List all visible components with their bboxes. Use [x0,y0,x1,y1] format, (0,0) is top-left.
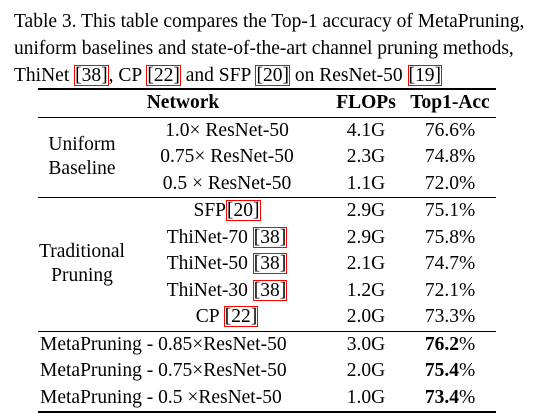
header-row: Network FLOPs Top1-Acc [38,88,496,118]
acc-cell: 73.3% [424,306,476,327]
table-caption: Table 3. This table compares the Top-1 a… [14,8,534,89]
network-cell: ThiNet-30 [38] [166,279,288,301]
flops-cell: 2.0G [346,360,386,381]
table-row: ThiNet-70 [38] 2.9G 75.8% [38,225,496,252]
results-table: Network FLOPs Top1-Acc Uniform Baseline … [38,88,496,413]
citation-link-22[interactable]: [22] [146,65,181,86]
flops-cell: 1.2G [346,279,386,301]
citation-link-22[interactable]: [22] [223,306,259,327]
acc-cell: 75.4% [424,360,476,381]
network-cell: MetaPruning - 0.85×ResNet-50 [38,330,328,358]
table-row: 0.75× ResNet-50 2.3G 74.8% [38,144,496,171]
citation-link-20[interactable]: [20] [255,65,290,86]
flops-cell: 2.9G [328,197,404,225]
flops-cell: 2.0G [346,306,386,327]
caption-text: and SFP [180,65,256,86]
caption-text: Table 3. This table compares the Top-1 a… [14,11,525,86]
network-cell: ThiNet-50 [38] [166,253,288,274]
table-row: ThiNet-30 [38] 1.2G 72.1% [38,278,496,305]
acc-cell: 76.2% [404,330,496,358]
network-cell: 0.75× ResNet-50 [160,146,294,167]
flops-cell: 3.0G [328,330,404,358]
table-row: MetaPruning - 0.85×ResNet-50 3.0G 76.2% [38,330,496,358]
acc-cell: 75.8% [424,226,476,248]
flops-cell: 1.0G [328,384,404,413]
citation-link-38[interactable]: [38] [252,253,288,274]
network-cell: 0.5 × ResNet-50 [162,172,292,194]
flops-cell: 4.1G [328,116,404,144]
network-cell: 1.0× ResNet-50 [126,116,328,144]
header-top1-acc: Top1-Acc [404,88,496,118]
network-cell: CP [22] [195,306,259,327]
flops-cell: 2.1G [346,253,386,274]
citation-link-19[interactable]: [19] [407,65,442,86]
header-network: Network [38,88,328,118]
acc-cell: 74.8% [424,146,476,167]
group-label-uniform-baseline: Uniform Baseline [38,116,126,198]
flops-cell: 2.3G [346,146,386,167]
acc-cell: 74.7% [424,253,476,274]
acc-cell: 76.6% [404,116,496,144]
acc-cell: 75.1% [404,197,496,225]
citation-link-38[interactable]: [38] [74,65,109,86]
network-cell: ThiNet-70 [38] [166,226,288,248]
group-label-traditional-pruning: Traditional Pruning [38,197,126,331]
flops-cell: 1.1G [346,172,386,194]
table-row: Traditional Pruning SFP[20] 2.9G 75.1% [38,197,496,331]
caption-text: , CP [108,65,147,86]
flops-cell: 2.9G [346,226,386,248]
table-row: MetaPruning - 0.75×ResNet-50 2.0G 75.4% [38,358,496,385]
acc-cell: 73.4% [404,384,496,413]
acc-cell: 72.1% [424,279,476,301]
table-row: Uniform Baseline 1.0× ResNet-50 4.1G 76.… [38,116,496,198]
network-cell: MetaPruning - 0.5 ×ResNet-50 [38,384,328,413]
network-cell: SFP[20] [126,197,328,225]
caption-text: on ResNet-50 [289,65,408,86]
acc-cell: 72.0% [424,172,476,194]
table-row: CP [22] 2.0G 73.3% [38,304,496,331]
table-row: 0.5 × ResNet-50 1.1G 72.0% [38,171,496,198]
table-row: MetaPruning - 0.5 ×ResNet-50 1.0G 73.4% [38,384,496,413]
citation-link-38[interactable]: [38] [252,226,288,248]
table-row: ThiNet-50 [38] 2.1G 74.7% [38,251,496,278]
header-flops: FLOPs [328,88,404,118]
network-cell: MetaPruning - 0.75×ResNet-50 [40,360,287,381]
citation-link-38[interactable]: [38] [252,279,288,301]
citation-link-20[interactable]: [20] [226,200,261,221]
